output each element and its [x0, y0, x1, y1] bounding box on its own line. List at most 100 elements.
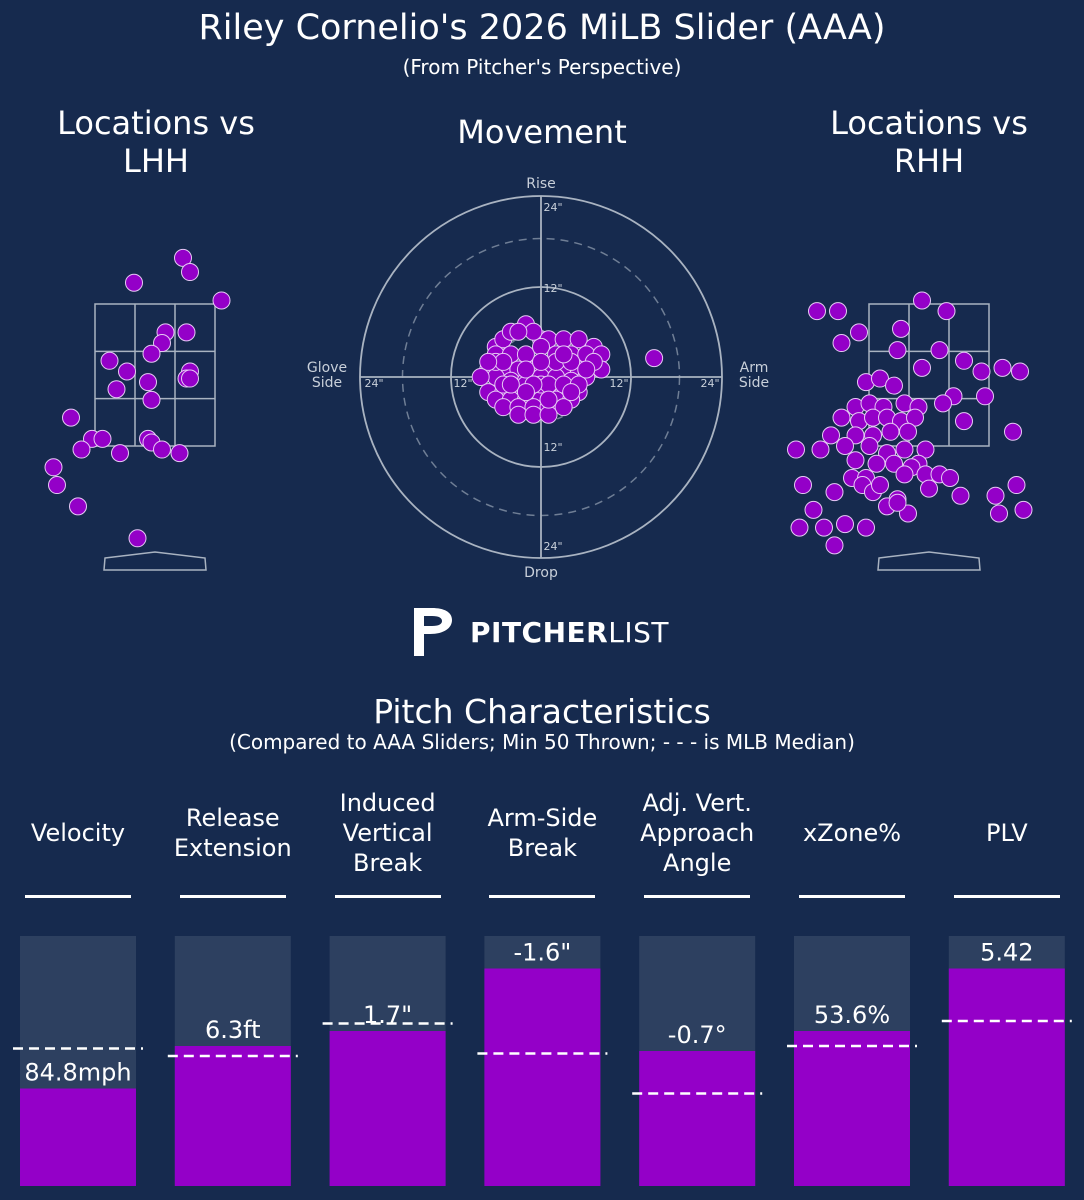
pitcherlist-wordmark: PITCHERLIST: [470, 616, 669, 649]
rhh-pitch-point: [836, 437, 854, 455]
bar-value-label: 5.42: [980, 939, 1033, 967]
metric-underline: [953, 895, 1060, 898]
rhh-pitch-point: [794, 476, 812, 495]
rhh-pitch-point: [934, 394, 952, 413]
metric-underline: [334, 895, 441, 898]
ring-label-top-24: 24": [543, 201, 562, 214]
rhh-pitch-point: [1004, 422, 1022, 441]
bar-value-label: 1.7": [363, 1001, 412, 1029]
rhh-pitch-point: [986, 486, 1005, 505]
lhh-pitch-point: [142, 390, 161, 409]
metric-underline: [179, 895, 286, 898]
lhh-pitch-point: [128, 529, 147, 548]
lhh-pitch-point: [44, 458, 63, 477]
movement-glove-label: Side: [312, 375, 342, 391]
movement-rise-label: Rise: [526, 176, 556, 192]
logo-bold-text: PITCHER: [470, 616, 609, 649]
metric-underline: [25, 895, 131, 898]
chart-subtitle: (From Pitcher's Perspective): [402, 55, 682, 79]
lhh-panel-title: Locations vs LHH: [57, 104, 255, 180]
movement-pitch-point: [524, 405, 543, 424]
rhh-pitch-point: [972, 362, 991, 381]
rhh-pitch-point: [881, 422, 900, 441]
rhh-pitch-point: [832, 334, 851, 353]
lhh-pitch-point: [111, 444, 129, 463]
rhh-pitch-point: [811, 440, 830, 459]
movement-pitch-point: [554, 398, 573, 417]
metric-label: Velocity: [30, 819, 126, 847]
metric-underline: [644, 895, 751, 898]
bar-value-label: 53.6%: [814, 1001, 890, 1029]
bar-value: [639, 1051, 756, 1186]
movement-pitch-point: [554, 330, 573, 349]
metric-label: Induced Vertical Break: [339, 789, 436, 877]
metric-label: Release Extension: [173, 804, 292, 862]
characteristics-title: Pitch Characteristics: [373, 692, 711, 731]
movement-arm-label: Arm: [740, 360, 769, 376]
lhh-pitch-point: [170, 444, 189, 463]
rhh-pitch-point: [888, 341, 907, 360]
movement-pitch-point: [645, 349, 664, 368]
rhh-pitch-point: [955, 412, 973, 431]
pitcherlist-logo-icon: [414, 608, 452, 656]
movement-pitch-point: [524, 322, 543, 341]
rhh-pitch-point: [888, 493, 907, 512]
ring-label-top-12: 12": [543, 282, 562, 295]
rhh-pitch-point: [892, 319, 910, 338]
lhh-pitch-point: [181, 263, 199, 282]
rhh-pitch-point: [850, 323, 868, 342]
movement-pitch-point: [509, 322, 528, 341]
rhh-pitch-point: [829, 302, 847, 321]
bar-value-label: 84.8mph: [24, 1059, 131, 1087]
lhh-home-plate: [103, 551, 207, 571]
lhh-pitch-point: [174, 248, 192, 267]
rhh-pitch-point: [990, 504, 1008, 523]
lhh-pitch-point: [181, 369, 199, 388]
rhh-pitch-point: [951, 486, 970, 505]
lhh-pitch-point: [69, 497, 87, 516]
rhh-pitch-point: [899, 422, 917, 441]
ring-label-left-24: 24": [364, 377, 383, 390]
metric-label: Adj. Vert. Approach Angle: [640, 789, 755, 877]
ring-label-right-12: 12": [609, 377, 628, 390]
bar-value: [794, 1031, 910, 1186]
rhh-pitch-point: [1007, 476, 1026, 495]
bar-value: [20, 1088, 136, 1186]
rhh-pitch-point: [832, 408, 851, 427]
characteristics-subtitle: (Compared to AAA Sliders; Min 50 Thrown;…: [229, 730, 855, 754]
lhh-pitch-point: [72, 440, 91, 459]
rhh-pitch-point: [836, 515, 854, 534]
bar-value-label: -1.6": [513, 939, 571, 967]
metric-label: Arm-Side Break: [487, 804, 598, 862]
lhh-pitch-point: [125, 273, 143, 292]
movement-pitch-point: [509, 405, 528, 424]
movement-pitch-point: [494, 352, 513, 371]
lhh-pitch-point: [139, 373, 157, 392]
rhh-pitch-point: [976, 387, 994, 406]
rhh-pitch-point: [860, 437, 879, 455]
movement-pitch-point: [516, 383, 535, 402]
lhh-pitch-point: [100, 351, 119, 370]
movement-pitch-point: [539, 390, 558, 409]
rhh-pitch-point: [804, 500, 823, 519]
rhh-panel-title: Locations vs RHH: [830, 104, 1028, 180]
movement-pitch-point: [539, 375, 558, 394]
rhh-pitch-point: [885, 376, 903, 395]
ring-label-left-12: 12": [453, 377, 472, 390]
rhh-pitch-point: [871, 476, 889, 495]
rhh-pitch-point: [895, 440, 914, 459]
rhh-pitch-point: [1011, 362, 1029, 381]
rhh-pitch-point: [913, 291, 931, 310]
rhh-pitch-point: [846, 451, 865, 470]
bar-value-label: 6.3ft: [205, 1016, 261, 1044]
rhh-pitch-point: [822, 426, 840, 445]
rhh-pitch-point: [937, 302, 956, 321]
movement-glove-label: Glove: [307, 360, 347, 376]
rhh-pitch-point: [895, 465, 914, 484]
ring-label-bottom-24: 24": [543, 540, 562, 553]
bar-value-label: -0.7°: [668, 1021, 727, 1049]
movement-pitch-point: [494, 398, 513, 417]
bar-value: [948, 968, 1065, 1186]
rhh-pitch-point: [825, 483, 844, 502]
lhh-pitch-point: [62, 408, 80, 427]
